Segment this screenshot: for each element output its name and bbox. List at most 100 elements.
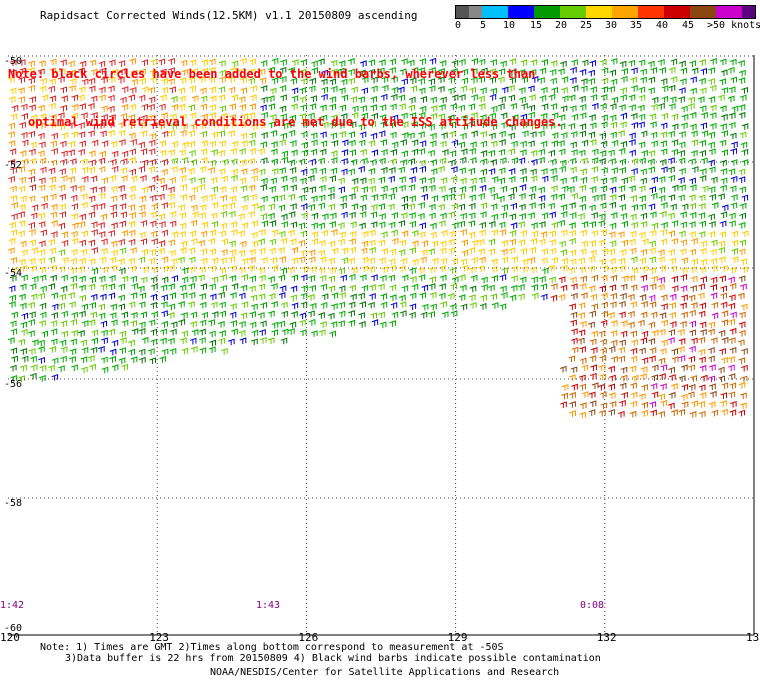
wind-barb bbox=[238, 266, 246, 274]
wind-barb bbox=[118, 294, 125, 302]
wind-barb bbox=[51, 303, 59, 311]
wind-barb bbox=[640, 366, 648, 374]
wind-barb bbox=[680, 274, 688, 281]
wind-barb bbox=[149, 194, 157, 202]
legend-label: 20 bbox=[555, 20, 568, 31]
wind-barb bbox=[669, 321, 677, 328]
wind-barb bbox=[690, 285, 697, 292]
wind-barb bbox=[351, 185, 359, 193]
wind-barb bbox=[610, 78, 618, 86]
wind-barb bbox=[188, 176, 196, 184]
wind-barb bbox=[218, 150, 225, 157]
wind-barb bbox=[231, 94, 239, 101]
wind-barb bbox=[61, 95, 68, 103]
wind-barb bbox=[39, 85, 47, 93]
wind-barb bbox=[478, 192, 485, 200]
wind-barb bbox=[589, 114, 596, 121]
wind-barb bbox=[28, 318, 35, 326]
wind-barb bbox=[28, 130, 36, 138]
wind-barb bbox=[119, 96, 127, 104]
wind-barb bbox=[28, 175, 36, 183]
wind-barb bbox=[610, 212, 618, 219]
wind-barb bbox=[208, 66, 216, 74]
wind-barb bbox=[551, 256, 559, 264]
wind-barb bbox=[250, 193, 257, 201]
wind-barb bbox=[421, 303, 429, 311]
wind-barb bbox=[591, 229, 598, 237]
wind-barb bbox=[659, 348, 667, 355]
wind-barb bbox=[448, 76, 455, 84]
wind-barb bbox=[418, 231, 426, 239]
wind-barb bbox=[418, 159, 426, 167]
wind-barb bbox=[408, 184, 416, 191]
wind-barb bbox=[60, 285, 68, 293]
wind-barb bbox=[430, 159, 437, 166]
wind-barb bbox=[690, 302, 698, 309]
wind-barb bbox=[699, 364, 707, 372]
wind-barb bbox=[269, 185, 276, 193]
wind-barb bbox=[628, 59, 636, 67]
wind-barb bbox=[209, 248, 216, 256]
wind-barb bbox=[68, 149, 75, 157]
wind-barb bbox=[329, 121, 336, 129]
wind-barb bbox=[468, 231, 476, 239]
wind-barb bbox=[669, 302, 676, 309]
wind-barb bbox=[629, 410, 637, 418]
wind-barb bbox=[79, 60, 87, 68]
wind-barb bbox=[437, 76, 445, 84]
wind-barb bbox=[690, 337, 698, 345]
wind-barb bbox=[70, 275, 77, 283]
wind-barb bbox=[698, 310, 706, 318]
wind-barb bbox=[520, 121, 528, 129]
wind-barb bbox=[349, 246, 356, 254]
wind-barb bbox=[369, 284, 376, 291]
wind-barb bbox=[599, 391, 607, 399]
wind-barb bbox=[120, 113, 128, 120]
wind-barb bbox=[579, 374, 586, 382]
wind-barb bbox=[391, 114, 399, 122]
wind-barb bbox=[468, 212, 476, 220]
wind-barb bbox=[39, 302, 47, 310]
wind-barb bbox=[138, 256, 146, 264]
wind-barb bbox=[518, 87, 526, 94]
wind-barb bbox=[601, 310, 608, 318]
wind-barb bbox=[570, 319, 577, 327]
wind-barb bbox=[629, 213, 637, 221]
wind-barb bbox=[79, 294, 87, 302]
lat-label: -58 bbox=[4, 498, 23, 509]
wind-barb bbox=[678, 355, 686, 362]
wind-barb bbox=[648, 76, 656, 84]
wind-barb bbox=[391, 76, 398, 83]
wind-barb bbox=[188, 301, 195, 308]
wind-barb bbox=[658, 186, 666, 194]
wind-barb bbox=[209, 104, 216, 111]
wind-barb bbox=[360, 157, 368, 165]
wind-barb bbox=[8, 301, 16, 308]
wind-barb bbox=[329, 221, 336, 228]
wind-barb bbox=[340, 113, 348, 120]
wind-barb bbox=[38, 60, 46, 67]
wind-barb bbox=[100, 213, 108, 221]
wind-barb bbox=[449, 267, 457, 275]
wind-barb bbox=[741, 266, 748, 274]
wind-barb bbox=[551, 87, 559, 94]
wind-barb bbox=[488, 220, 496, 228]
wind-barb bbox=[620, 112, 627, 120]
wind-barb bbox=[300, 121, 308, 128]
wind-barb bbox=[161, 202, 168, 209]
wind-barb bbox=[598, 213, 606, 220]
wind-barb bbox=[480, 67, 488, 75]
wind-barb bbox=[570, 292, 578, 300]
wind-barb bbox=[219, 186, 227, 193]
wind-barb bbox=[589, 240, 596, 247]
wind-barb bbox=[459, 177, 467, 185]
wind-barb bbox=[420, 96, 427, 103]
wind-barb bbox=[640, 248, 648, 256]
wind-barb bbox=[569, 401, 576, 408]
wind-barb bbox=[348, 168, 355, 176]
wind-barb bbox=[530, 175, 538, 183]
wind-barb bbox=[679, 184, 686, 192]
wind-barb bbox=[40, 285, 47, 293]
wind-barb bbox=[77, 185, 85, 192]
wind-barb bbox=[549, 247, 557, 255]
